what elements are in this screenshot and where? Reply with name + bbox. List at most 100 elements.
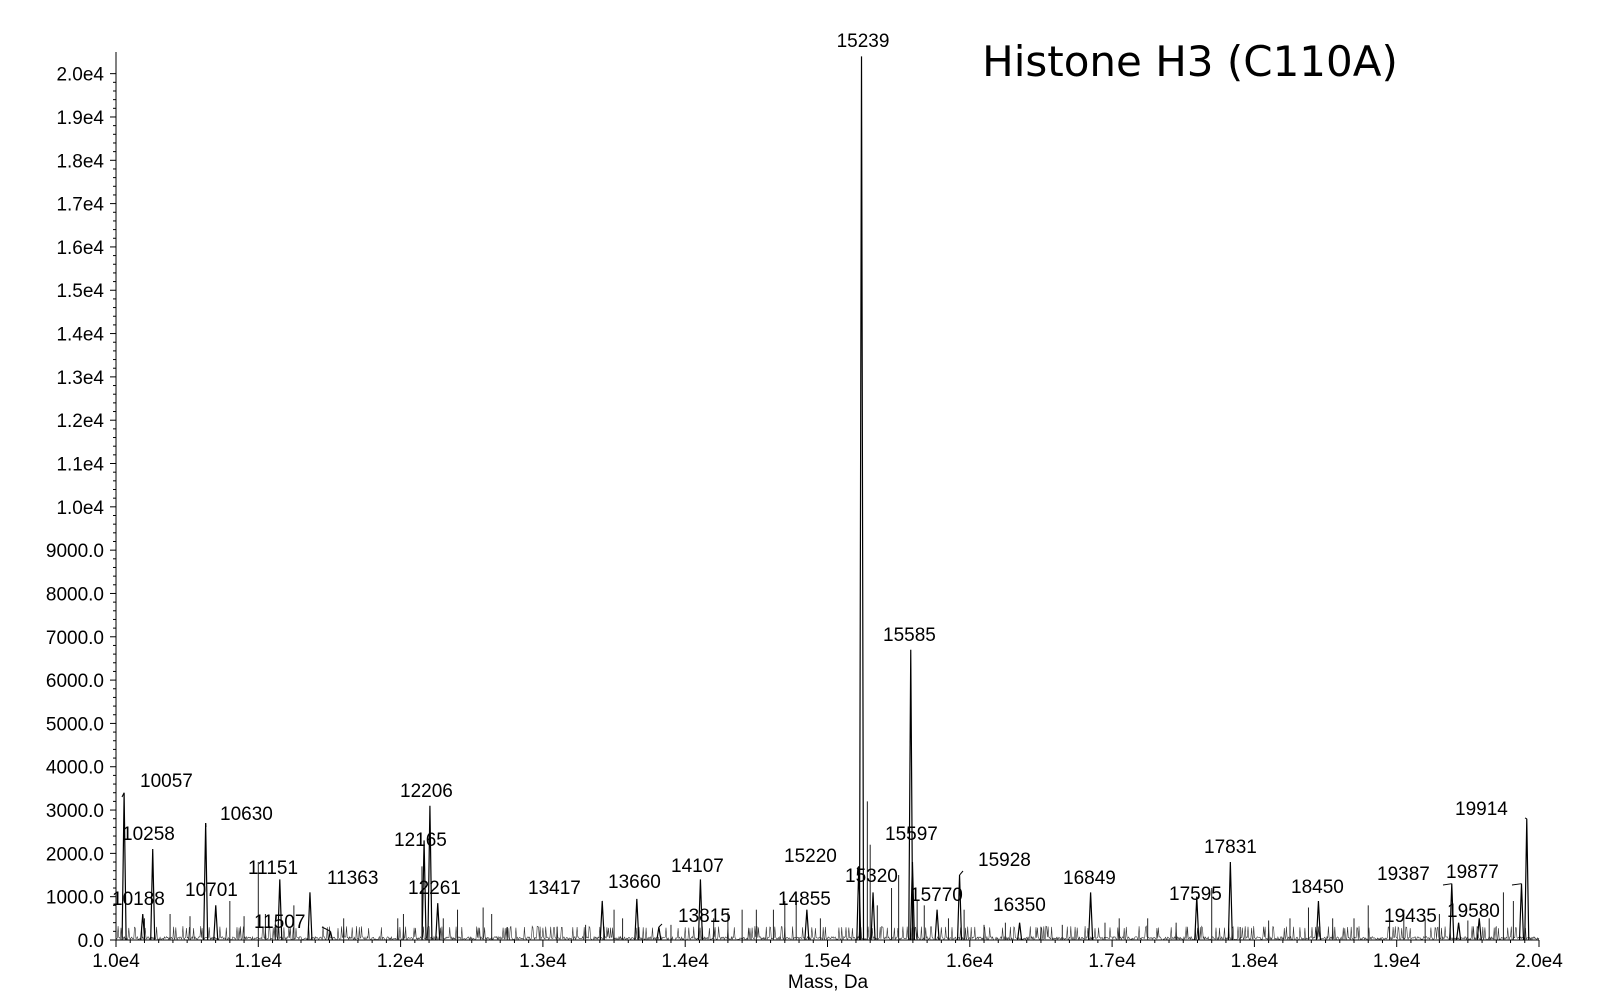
peak-15585 xyxy=(908,649,914,941)
peak-label-19580: 19580 xyxy=(1447,901,1500,922)
y-tick-label: 1.7e4 xyxy=(56,195,104,216)
peak-label-19914: 19914 xyxy=(1455,799,1508,820)
peak-leader xyxy=(856,866,860,870)
y-tick-label: 1.4e4 xyxy=(56,325,104,346)
peak-label-10630: 10630 xyxy=(220,804,273,825)
peak-18450 xyxy=(1315,900,1322,941)
y-tick-label: 4000.0 xyxy=(46,758,104,779)
x-axis-title: Mass, Da xyxy=(788,972,869,993)
x-tick-label: 1.6e4 xyxy=(946,951,994,972)
peak-14107 xyxy=(697,879,704,941)
y-tick-label: 1.2e4 xyxy=(56,411,104,432)
y-tick-label: 3000.0 xyxy=(46,801,104,822)
peak-19580 xyxy=(1476,918,1482,941)
x-axis: 1.0e4 1.1e4 1.2e4 1.3e4 1.4e4 1.5e4 1.6e4 1.7e4… xyxy=(92,939,1563,972)
peak-label-16350: 16350 xyxy=(993,895,1046,916)
y-tick-label: 1.8e4 xyxy=(56,151,104,172)
y-tick-label: 9000.0 xyxy=(46,541,104,562)
peak-leader xyxy=(1442,883,1452,886)
peak-label-12165: 12165 xyxy=(394,830,447,851)
x-tick-label: 1.5e4 xyxy=(804,951,852,972)
peak-15597 xyxy=(909,862,916,941)
peak-leader xyxy=(321,926,331,932)
peak-label-15220: 15220 xyxy=(784,846,837,867)
x-tick-label: 1.1e4 xyxy=(235,951,283,972)
peak-label-12261: 12261 xyxy=(408,878,461,899)
peak-12206 xyxy=(427,805,433,941)
peak-10701 xyxy=(213,905,219,941)
peak-11507 xyxy=(327,931,334,941)
y-tick-label: 6000.0 xyxy=(46,671,104,692)
peak-leader xyxy=(658,923,663,928)
peak-19877 xyxy=(1518,883,1525,941)
y-tick-label: 1.3e4 xyxy=(56,368,104,389)
x-tick-label: 1.9e4 xyxy=(1373,951,1421,972)
peak-label-19877: 19877 xyxy=(1446,862,1499,883)
y-tick-label: 2.0e4 xyxy=(56,65,104,86)
y-tick-label: 1.5e4 xyxy=(56,281,104,302)
peak-label-15928: 15928 xyxy=(978,850,1031,871)
peak-label-10057: 10057 xyxy=(140,771,193,792)
peak-leader xyxy=(1511,883,1522,886)
peak-15320 xyxy=(870,892,876,941)
peak-17831 xyxy=(1227,862,1233,941)
y-tick-label: 1.9e4 xyxy=(56,108,104,129)
peak-label-12206: 12206 xyxy=(400,781,453,802)
peak-label-13815: 13815 xyxy=(678,906,731,927)
peak-label-14855: 14855 xyxy=(778,889,831,910)
x-tick-label: 1.0e4 xyxy=(92,951,140,972)
x-tick-label: 2.0e4 xyxy=(1515,951,1563,972)
y-tick-label: 7000.0 xyxy=(46,628,104,649)
peak-19435 xyxy=(1456,922,1462,941)
peak-15239 xyxy=(858,56,865,941)
peak-12261 xyxy=(435,903,441,941)
y-tick-label: 8000.0 xyxy=(46,584,104,605)
peak-label-15770: 15770 xyxy=(910,885,963,906)
y-tick-label: 0.0 xyxy=(78,931,104,952)
y-tick-label: 1000.0 xyxy=(46,888,104,909)
peak-label-10701: 10701 xyxy=(185,880,238,901)
peak-13815 xyxy=(656,926,662,941)
y-tick-label: 1.6e4 xyxy=(56,238,104,259)
x-tick-label: 1.2e4 xyxy=(377,951,425,972)
peak-label-11507: 11507 xyxy=(254,912,305,933)
y-tick-label: 1.0e4 xyxy=(56,498,104,519)
peak-11151 xyxy=(277,879,283,941)
peak-10188 xyxy=(140,913,146,941)
y-axis: 0.0 1000.0 2000.0 3000.0 4000.0 5000.0 6000.0 7… xyxy=(46,52,117,952)
labeled-peaks: 10057 10188 10258 10630 10701 11151 11363 11507… xyxy=(112,31,1527,933)
peak-10057 xyxy=(121,792,127,941)
peak-15770 xyxy=(934,909,940,941)
y-tick-label: 1.1e4 xyxy=(56,455,104,476)
peak-leader xyxy=(1524,817,1527,820)
x-tick-label: 1.8e4 xyxy=(1231,951,1279,972)
peak-11363 xyxy=(307,892,313,941)
peak-19914 xyxy=(1524,818,1530,941)
peak-14855 xyxy=(804,909,810,941)
peak-leader xyxy=(959,870,964,876)
peak-label-17831: 17831 xyxy=(1204,837,1257,858)
peak-label-13660: 13660 xyxy=(608,872,661,893)
peak-label-14107: 14107 xyxy=(671,856,724,877)
peak-12165 xyxy=(421,840,427,941)
peak-label-19435: 19435 xyxy=(1384,906,1437,927)
peak-label-10258: 10258 xyxy=(122,824,175,845)
peak-label-17595: 17595 xyxy=(1169,884,1222,905)
peak-13417 xyxy=(599,900,605,941)
peak-label-10188: 10188 xyxy=(112,889,165,910)
peak-label-19387: 19387 xyxy=(1377,864,1430,885)
peak-label-15597: 15597 xyxy=(885,824,938,845)
x-tick-label: 1.7e4 xyxy=(1088,951,1136,972)
peak-label-15239: 15239 xyxy=(837,31,890,52)
spectrum-trace xyxy=(115,56,1540,942)
peak-10258 xyxy=(150,849,156,941)
peak-label-16849: 16849 xyxy=(1063,868,1116,889)
peak-16849 xyxy=(1088,892,1094,941)
x-tick-label: 1.4e4 xyxy=(661,951,709,972)
baseline-noise xyxy=(115,925,1540,942)
peak-leader xyxy=(121,792,125,798)
peak-label-18450: 18450 xyxy=(1291,877,1344,898)
peak-label-15320: 15320 xyxy=(845,866,898,887)
peak-17595 xyxy=(1194,896,1200,941)
